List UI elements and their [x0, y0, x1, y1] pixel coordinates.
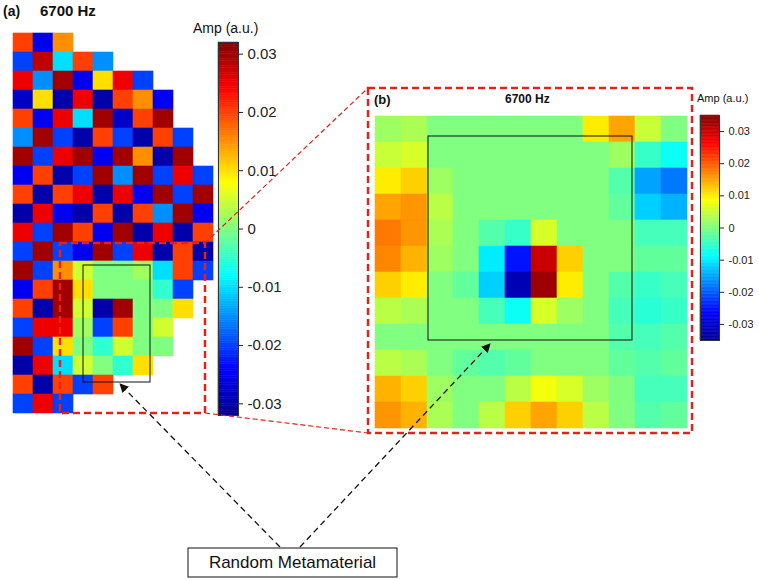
html-text:(a): (a)	[3, 3, 21, 19]
html-text:(b): (b)	[374, 92, 391, 107]
html-text:6700 Hz: 6700 Hz	[40, 2, 96, 19]
svg-text:-0.01: -0.01	[729, 254, 754, 266]
svg-text:-0.02: -0.02	[729, 286, 754, 298]
svg-text:0.02: 0.02	[729, 157, 750, 169]
svg-text:-0.03: -0.03	[248, 395, 282, 412]
svg-text:-0.02: -0.02	[248, 336, 282, 353]
svg-text:Random Metamaterial: Random Metamaterial	[209, 553, 376, 572]
svg-text:0.01: 0.01	[729, 189, 750, 201]
html-text:6700 Hz: 6700 Hz	[505, 92, 550, 106]
svg-text:0.03: 0.03	[729, 125, 750, 137]
html-text:Amp (a.u.): Amp (a.u.)	[697, 92, 749, 104]
svg-text:-0.03: -0.03	[729, 318, 754, 330]
svg-text:0.01: 0.01	[248, 162, 277, 179]
svg-text:0: 0	[729, 222, 735, 234]
svg-text:-0.01: -0.01	[248, 278, 282, 295]
svg-text:0.02: 0.02	[248, 103, 277, 120]
html-text:Amp (a.u.): Amp (a.u.)	[193, 20, 259, 36]
svg-text:0: 0	[248, 220, 256, 237]
svg-text:0.03: 0.03	[248, 45, 277, 62]
